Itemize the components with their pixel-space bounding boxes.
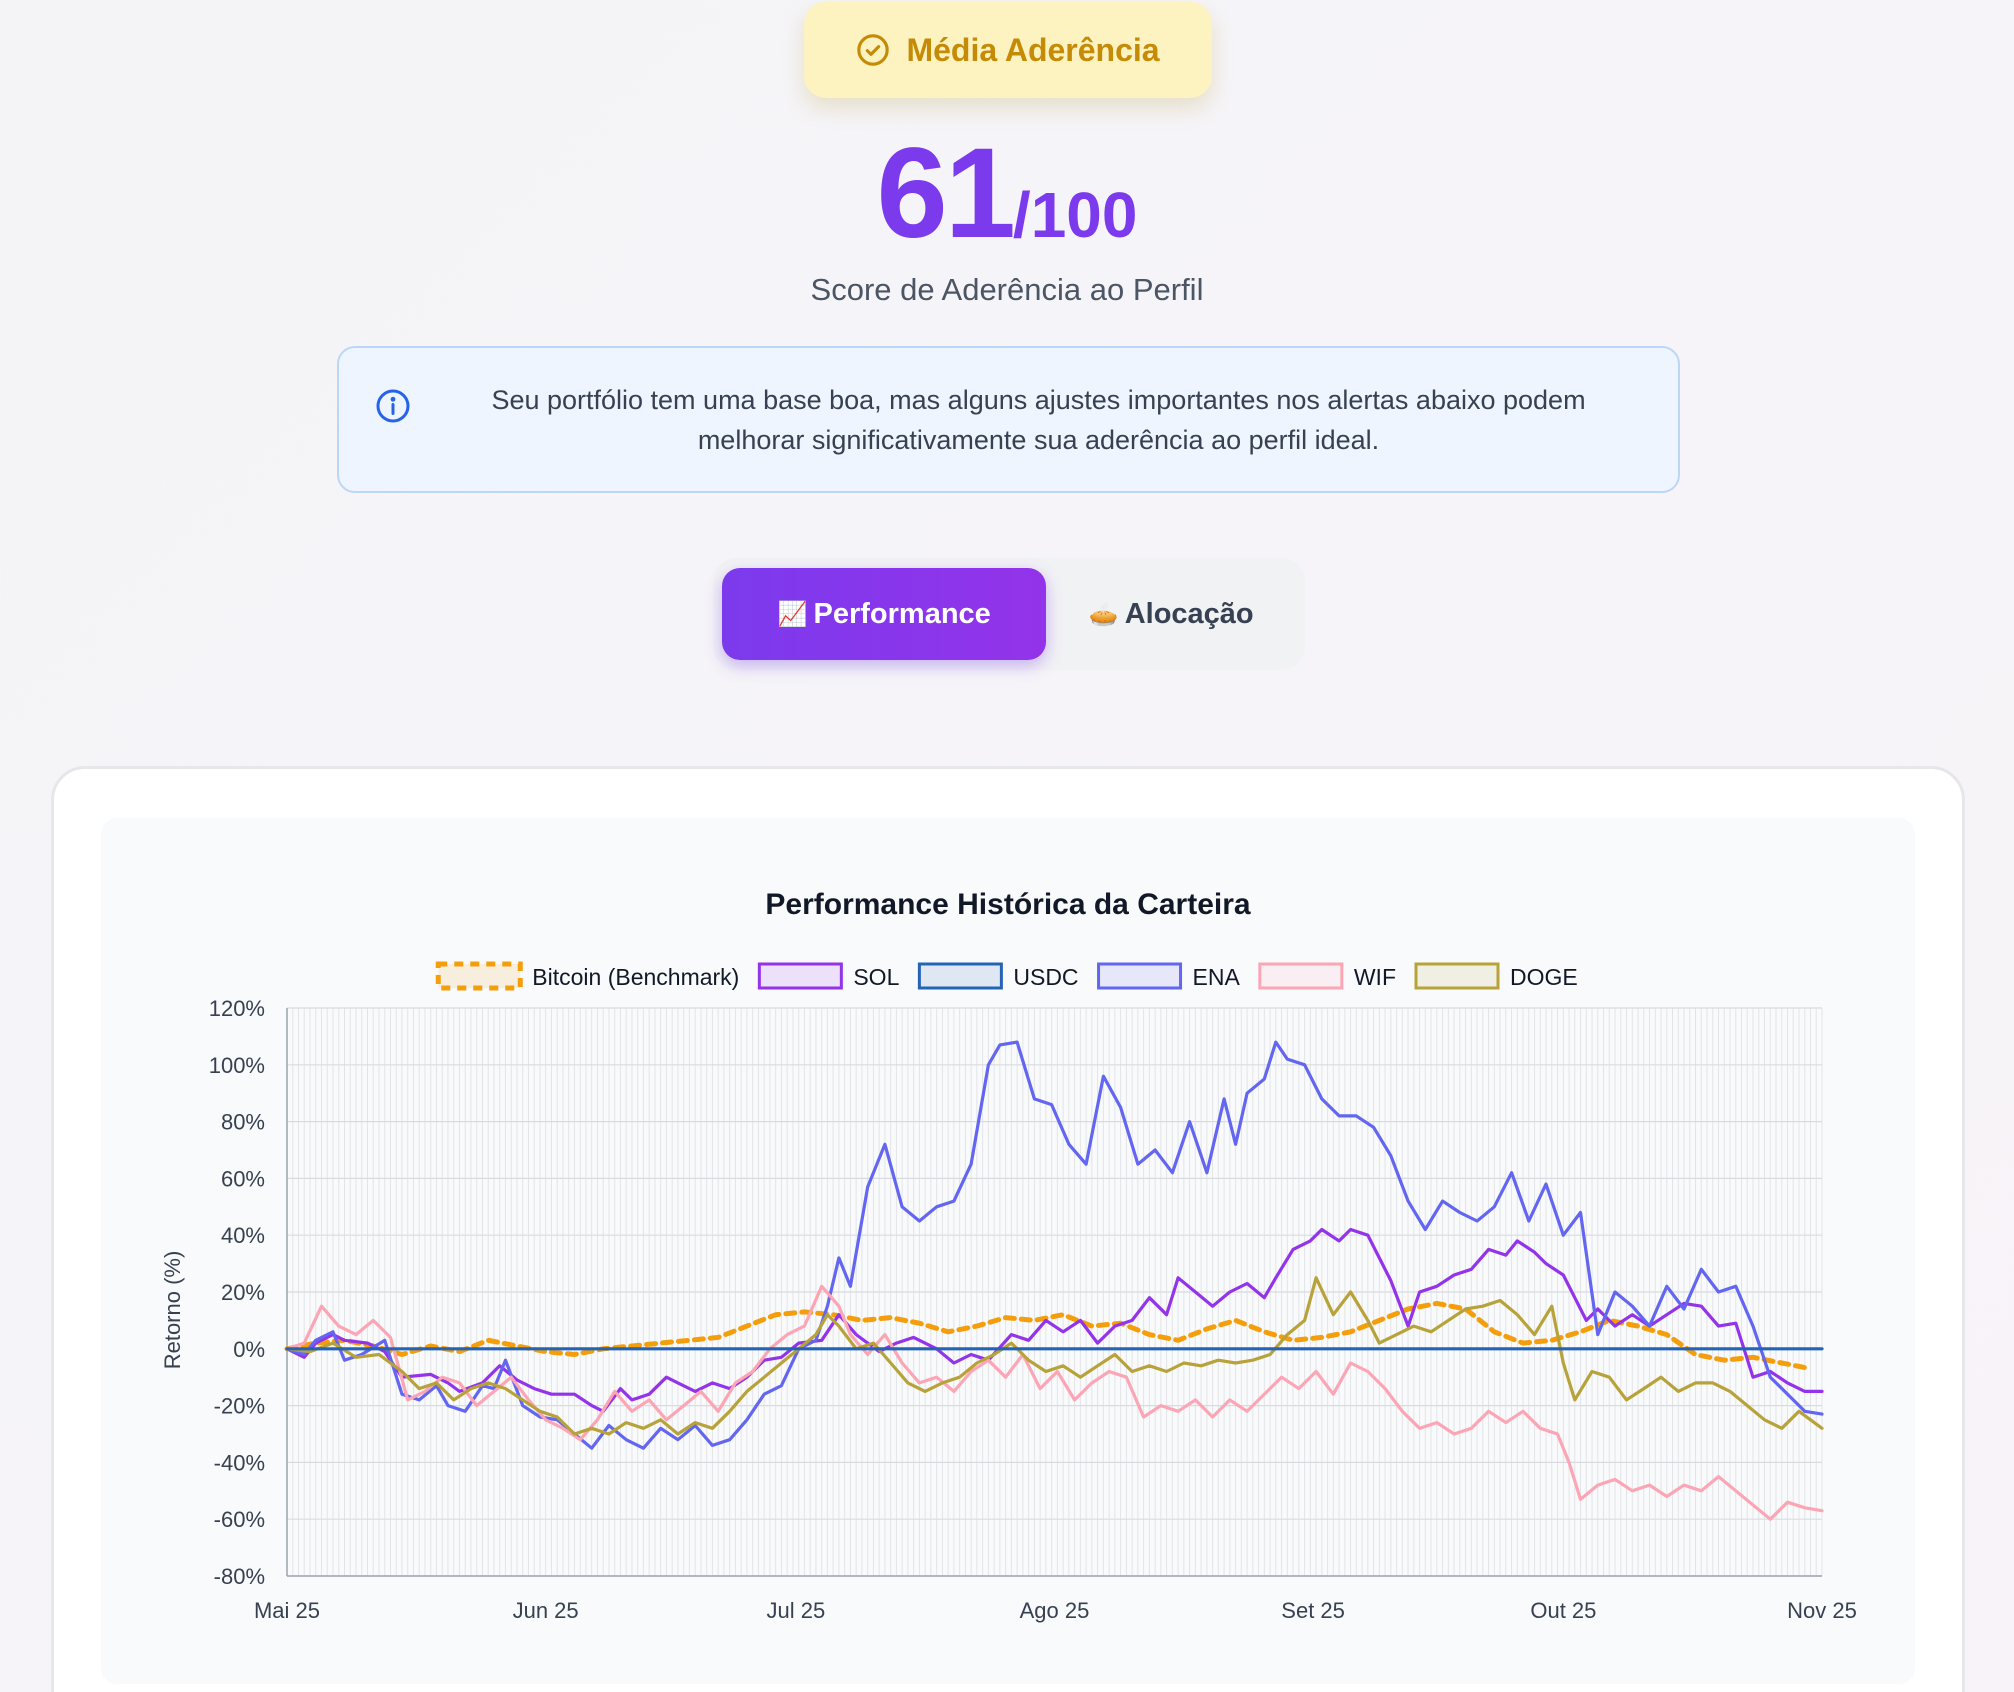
tab-alocacao[interactable]: 🥧 Alocação <box>1046 568 1296 660</box>
legend-item[interactable]: WIF <box>1258 962 1396 990</box>
x-tick-label: Nov 25 <box>1787 1598 1857 1623</box>
chart-legend: Bitcoin (Benchmark) SOL USDC ENA WIF DOGE <box>435 961 1578 991</box>
y-tick-label: 60% <box>221 1166 265 1191</box>
legend-swatch <box>435 961 523 991</box>
legend-swatch <box>1097 962 1183 990</box>
score-label: Score de Aderência ao Perfil <box>810 272 1204 307</box>
series-line-ena <box>285 1040 1824 1450</box>
series-line-wif <box>285 1284 1824 1521</box>
x-tick-label: Jul 25 <box>767 1598 826 1623</box>
score-value: 61 <box>876 122 1016 265</box>
info-line-1: Seu portfólio tem uma base boa, mas algu… <box>491 384 1586 415</box>
legend-swatch <box>757 962 843 990</box>
legend-item[interactable]: Bitcoin (Benchmark) <box>435 961 739 991</box>
x-tick-label: Jun 25 <box>513 1598 579 1623</box>
legend-swatch <box>1414 962 1500 990</box>
series-line-bitcoin-benchmark- <box>284 1300 1813 1372</box>
y-tick-label: 40% <box>221 1223 265 1248</box>
chart-increasing-icon: 📈 <box>777 600 808 628</box>
legend-item[interactable]: ENA <box>1097 962 1241 990</box>
legend-label: USDC <box>1013 964 1078 990</box>
legend-swatch <box>1258 962 1344 990</box>
info-alert: Seu portfólio tem uma base boa, mas algu… <box>337 346 1680 493</box>
tab-alocacao-label: Alocação <box>1124 597 1254 630</box>
tab-performance-label: Performance <box>813 597 991 630</box>
info-line-2: melhorar significativamente sua aderênci… <box>697 424 1380 455</box>
y-axis: 120% 100% 80% 60% 40% 20% 0% -20% -40% -60% -80% <box>209 996 265 1589</box>
legend-label: WIF <box>1354 964 1396 990</box>
x-tick-label: Out 25 <box>1530 1598 1596 1623</box>
y-tick-label: 120% <box>209 996 265 1021</box>
chart-panel <box>101 818 1915 1684</box>
view-tabs: 📈 Performance 🥧 Alocação <box>713 558 1305 670</box>
adherence-badge: Média Aderência <box>804 2 1212 98</box>
y-tick-label: 20% <box>221 1280 265 1305</box>
legend-label: DOGE <box>1510 964 1578 990</box>
y-tick-label: 100% <box>209 1053 265 1078</box>
legend-item[interactable]: SOL <box>757 962 900 990</box>
y-tick-label: 0% <box>233 1337 265 1362</box>
x-axis: Mai 25 Jun 25 Jul 25 Ago 25 Set 25 Out 25 Nov … <box>254 1598 1857 1623</box>
x-tick-label: Set 25 <box>1281 1598 1345 1623</box>
score-max: /100 <box>1012 179 1138 251</box>
score-display: 61/100 <box>0 120 2014 267</box>
legend-item[interactable]: DOGE <box>1414 962 1578 990</box>
badge-label: Média Aderência <box>906 31 1160 68</box>
y-axis-label: Retorno (%) <box>160 1251 185 1370</box>
chart-grid <box>286 1007 1823 1577</box>
y-tick-label: -40% <box>214 1450 265 1475</box>
y-tick-label: 80% <box>221 1110 265 1135</box>
legend-label: ENA <box>1193 964 1241 990</box>
y-tick-label: -80% <box>214 1564 265 1589</box>
x-tick-label: Ago 25 <box>1020 1598 1090 1623</box>
chart-series <box>284 1040 1824 1521</box>
info-text: Seu portfólio tem uma base boa, mas algu… <box>339 380 1678 460</box>
pie-icon: 🥧 <box>1088 600 1119 628</box>
legend-item[interactable]: USDC <box>917 962 1079 990</box>
legend-label: SOL <box>853 964 899 990</box>
check-circle-icon <box>857 34 890 66</box>
legend-label: Bitcoin (Benchmark) <box>532 964 739 990</box>
x-tick-label: Mai 25 <box>254 1598 320 1623</box>
series-line-sol <box>285 1227 1824 1413</box>
info-icon <box>376 389 410 423</box>
legend-swatch <box>917 962 1003 990</box>
y-tick-label: -20% <box>214 1394 265 1419</box>
y-tick-label: -60% <box>214 1507 265 1532</box>
tab-performance[interactable]: 📈 Performance <box>722 568 1047 660</box>
series-line-doge <box>285 1276 1824 1436</box>
chart-title: Performance Histórica da Carteira <box>765 888 1251 921</box>
